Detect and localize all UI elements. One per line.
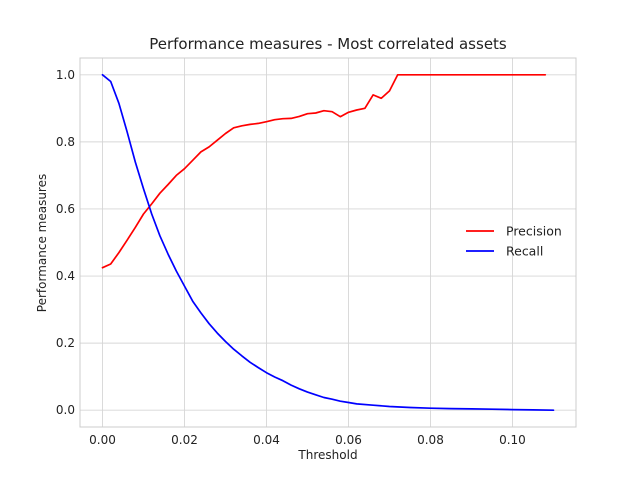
y-tick-label: 0.0: [56, 403, 75, 417]
series-line-precision: [101, 73, 547, 269]
chart-title: Performance measures - Most correlated a…: [149, 35, 507, 53]
legend-label-precision: Precision: [506, 224, 562, 239]
x-axis-label: Threshold: [297, 448, 357, 462]
x-tick-label: 0.00: [89, 433, 116, 447]
grid: [80, 58, 576, 427]
x-axis-ticks: 0.00 0.02 0.04 0.06 0.08 0.10: [89, 433, 526, 447]
series-line-recall: [101, 73, 555, 412]
x-tick-label: 0.10: [499, 433, 526, 447]
series-lines: [101, 73, 555, 412]
y-tick-label: 0.8: [56, 135, 75, 149]
legend: Precision Recall: [466, 224, 562, 259]
y-tick-label: 0.6: [56, 202, 75, 216]
y-axis-ticks: 0.0 0.2 0.4 0.6 0.8 1.0: [56, 68, 75, 417]
x-tick-label: 0.06: [335, 433, 362, 447]
legend-label-recall: Recall: [506, 244, 543, 259]
y-tick-label: 0.4: [56, 269, 75, 283]
x-tick-label: 0.04: [253, 433, 280, 447]
y-axis-label: Performance measures: [35, 174, 49, 312]
y-tick-label: 1.0: [56, 68, 75, 82]
y-tick-label: 0.2: [56, 336, 75, 350]
x-tick-label: 0.02: [171, 433, 198, 447]
plot-frame: [79, 57, 577, 428]
x-tick-label: 0.08: [417, 433, 444, 447]
